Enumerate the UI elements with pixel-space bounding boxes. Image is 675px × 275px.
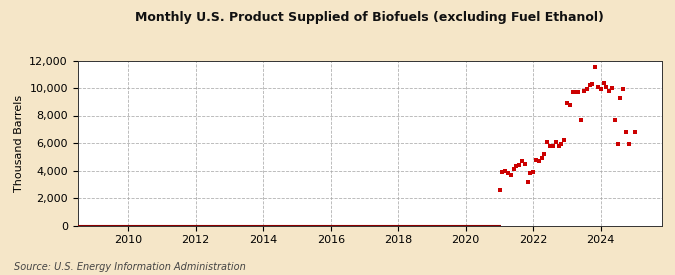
Point <box>584 83 595 87</box>
Point <box>610 117 620 122</box>
Point <box>607 86 618 90</box>
Point <box>528 170 539 174</box>
Point <box>593 84 603 89</box>
Point <box>601 84 612 89</box>
Point <box>562 101 572 105</box>
Point <box>590 65 601 70</box>
Point <box>612 142 623 147</box>
Text: Source: U.S. Energy Information Administration: Source: U.S. Energy Information Administ… <box>14 262 245 272</box>
Point <box>497 170 508 174</box>
Point <box>570 90 580 94</box>
Point <box>567 90 578 94</box>
Point <box>502 171 513 175</box>
Point <box>615 95 626 100</box>
Point <box>522 179 533 184</box>
Point <box>536 156 547 160</box>
Point <box>494 188 505 192</box>
Point <box>564 102 575 107</box>
Point <box>603 89 614 93</box>
Point <box>525 171 536 175</box>
Point <box>554 144 564 148</box>
Point <box>520 161 531 166</box>
Point <box>573 90 584 94</box>
Point <box>531 157 541 162</box>
Point <box>581 87 592 92</box>
Point <box>618 87 628 92</box>
Point <box>508 167 519 171</box>
Point <box>595 87 606 92</box>
Text: Monthly U.S. Product Supplied of Biofuels (excluding Fuel Ethanol): Monthly U.S. Product Supplied of Biofuel… <box>136 11 604 24</box>
Point <box>550 139 561 144</box>
Point <box>542 139 553 144</box>
Point <box>624 142 634 147</box>
Point <box>578 89 589 93</box>
Point <box>514 163 524 167</box>
Point <box>545 144 556 148</box>
Point <box>629 130 640 134</box>
Point <box>506 172 516 177</box>
Point <box>559 138 570 142</box>
Point <box>500 168 510 173</box>
Point <box>511 164 522 169</box>
Point <box>516 159 527 163</box>
Point <box>547 144 558 148</box>
Y-axis label: Thousand Barrels: Thousand Barrels <box>14 94 24 192</box>
Point <box>539 152 550 156</box>
Point <box>576 117 587 122</box>
Point <box>556 142 567 147</box>
Point <box>533 159 544 163</box>
Point <box>621 130 632 134</box>
Point <box>598 80 609 85</box>
Point <box>587 82 598 86</box>
